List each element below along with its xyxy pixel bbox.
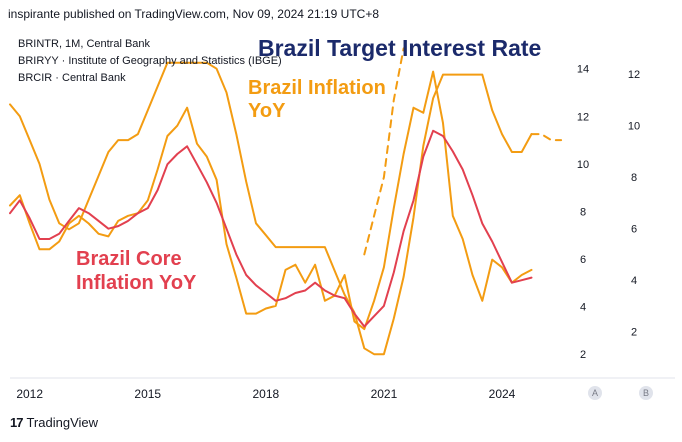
x-tick-label: 2012	[16, 387, 43, 401]
y-right-tick-label: 10	[628, 121, 640, 133]
x-tick-label: 2024	[489, 387, 516, 401]
scale-button-a[interactable]: A	[588, 386, 602, 400]
y-left-tick-label: 14	[577, 64, 589, 76]
annotation-target-rate: Brazil Target Interest Rate	[258, 35, 541, 61]
y-right-tick-label: 4	[631, 275, 637, 287]
publisher-line: inspirante published on TradingView.com,…	[8, 7, 380, 21]
y-left-tick-label: 2	[580, 349, 586, 361]
tradingview-logo-icon: 17	[10, 415, 24, 430]
y-left-tick-label: 8	[580, 206, 586, 218]
legend-item-inflation[interactable]: BRIRYY · Institute of Geography and Stat…	[18, 55, 282, 67]
series-line-brazil-inflation-yoy-projection	[363, 47, 405, 256]
x-axis: 2012 2015 2018 2021 2024	[16, 387, 515, 401]
annotation-inflation-2: YoY	[248, 100, 286, 122]
y-right-tick-label: 2	[631, 327, 637, 339]
annotation-inflation-1: Brazil Inflation	[248, 77, 386, 99]
tradingview-brand[interactable]: 17 TradingView	[10, 415, 98, 430]
y-left-tick-label: 6	[580, 254, 586, 266]
y-right-tick-label: 8	[631, 172, 637, 184]
x-tick-label: 2018	[252, 387, 279, 401]
legend-item-core-inflation[interactable]: BRCIR · Central Bank	[18, 72, 126, 84]
y-left-tick-label: 10	[577, 159, 589, 171]
legend-item-target-rate[interactable]: BRINTR, 1M, Central Bank	[18, 38, 151, 50]
y-axis-right: 2 4 6 8 10 12	[628, 69, 640, 338]
y-right-tick-label: 12	[628, 69, 640, 81]
y-axis-left: 2 4 6 8 10 12 14	[577, 64, 589, 362]
x-tick-label: 2021	[371, 387, 398, 401]
y-left-tick-label: 4	[580, 302, 586, 314]
x-tick-label: 2015	[134, 387, 161, 401]
series-line-brazil-target-interest-rate-projection	[530, 133, 563, 142]
y-left-tick-label: 12	[577, 111, 589, 123]
series-layer	[9, 47, 563, 356]
series-line-brazil-core-inflation-yoy	[9, 129, 533, 328]
annotation-core-1: Brazil Core	[76, 248, 182, 270]
brand-name: TradingView	[26, 415, 99, 430]
annotation-core-2: Inflation YoY	[76, 272, 197, 294]
scale-button-b[interactable]: B	[639, 386, 653, 400]
y-right-tick-label: 6	[631, 224, 637, 236]
